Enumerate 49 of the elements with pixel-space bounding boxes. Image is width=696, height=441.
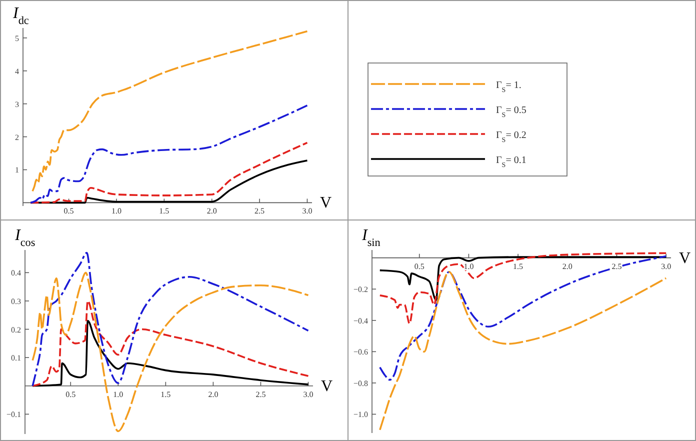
y-tick-label: 0.4: [11, 268, 21, 278]
x-axis-title: V: [679, 250, 691, 267]
y-tick-label: 0.1: [11, 354, 21, 363]
x-tick-label: 2.0: [208, 390, 218, 399]
x-tick-label: 3.0: [302, 206, 312, 216]
y-tick-label: −0.6: [353, 348, 368, 357]
x-tick-label: 1.0: [113, 390, 124, 399]
y-tick-label: 1: [15, 166, 19, 175]
y-tick-label: 0.2: [11, 325, 21, 334]
line-series: [30, 142, 308, 204]
x-axis-title: V: [320, 194, 332, 212]
y-tick-label: 4: [15, 66, 19, 76]
y-axis-title: I$_{sin}$: [361, 227, 381, 249]
line-series: [30, 104, 308, 204]
x-tick-label: 0.5: [64, 206, 74, 216]
y-axis-title: I$_{dc}$: [12, 5, 29, 27]
x-tick-label: 1.5: [160, 390, 171, 399]
line-series: [32, 320, 310, 387]
line-series: [32, 30, 308, 192]
x-tick-label: 2.0: [562, 262, 572, 271]
y-tick-label: 5: [15, 34, 19, 43]
y-tick-label: −0.8: [353, 378, 368, 388]
y-tick-label: −0.2: [353, 285, 368, 294]
x-axis-title: V: [321, 378, 333, 395]
text: Γ$_{S}$= 0.2: [496, 130, 526, 144]
text: Γ$_{S}$= 0.5: [496, 105, 526, 119]
line-series: [32, 252, 310, 387]
y-tick-label: 2: [15, 132, 19, 142]
x-tick-label: 2.5: [256, 390, 266, 399]
x-tick-label: 1.0: [464, 262, 474, 271]
text: Γ$_{S}$= 1.: [496, 80, 522, 94]
x-tick-label: 3.0: [661, 262, 672, 271]
x-tick-label: 2.5: [254, 206, 265, 216]
x-tick-label: 3.0: [303, 390, 314, 399]
x-tick-label: 0.5: [414, 262, 424, 271]
y-tick-label: 0.3: [11, 296, 21, 306]
x-tick-label: 0.5: [66, 390, 76, 399]
x-tick-label: 2.0: [206, 206, 217, 216]
y-tick-label: −0.4: [353, 316, 368, 326]
text: Γ$_{S}$= 0.1: [496, 155, 526, 169]
y-tick-label: −0.1: [6, 410, 21, 420]
y-tick-label: −1.0: [353, 410, 368, 420]
x-tick-label: 1.5: [159, 206, 170, 216]
y-axis-title: I$_{cos}$: [14, 227, 36, 249]
line-series: [32, 300, 310, 387]
line-series: [378, 270, 667, 431]
x-tick-label: 1.5: [513, 262, 524, 271]
x-tick-label: 1.0: [111, 206, 122, 216]
y-tick-label: 3: [15, 100, 19, 109]
